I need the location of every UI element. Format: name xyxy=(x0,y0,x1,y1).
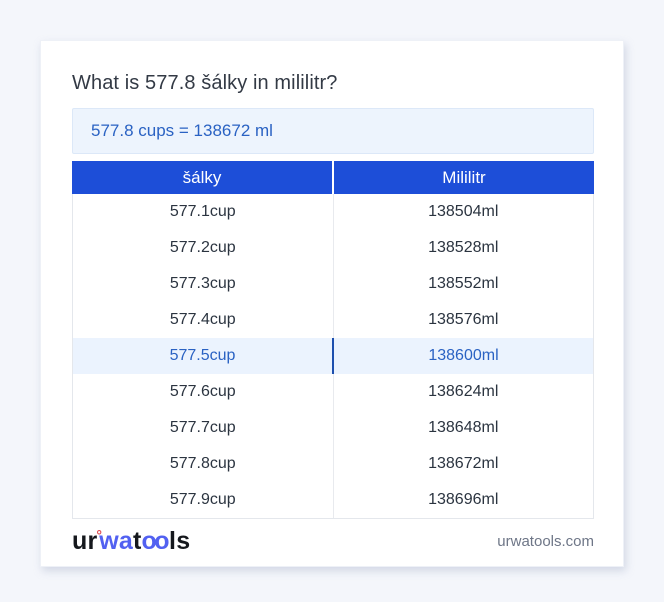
cup-value: 577.2cup xyxy=(73,230,334,266)
cup-value: 577.3cup xyxy=(73,266,334,302)
result-text: 577.8 cups = 138672 ml xyxy=(91,121,273,140)
ml-value: 138696ml xyxy=(428,491,499,508)
table-row: 577.1cup 138504ml xyxy=(73,194,593,230)
logo-part-blue: wa xyxy=(99,526,133,555)
card-footer: ur°watools urwatools.com xyxy=(72,519,594,563)
cup-value: 577.5cup xyxy=(73,338,334,374)
table-row-highlighted: 577.5cup 138600ml xyxy=(73,338,593,374)
column-header-cups: šálky xyxy=(72,161,334,194)
column-header-mililitr: Mililitr xyxy=(442,167,486,187)
logo-part-dark: t xyxy=(132,526,142,555)
page-title: What is 577.8 šálky in mililitr? xyxy=(72,72,338,94)
ml-value: 138576ml xyxy=(428,311,499,328)
logo-part-dark: ls xyxy=(169,526,191,555)
table-body: 577.1cup 138504ml 577.2cup 138528ml 577.3cup… xyxy=(72,194,594,519)
cup-value: 577.9cup xyxy=(73,482,334,518)
ml-value: 138624ml xyxy=(428,383,499,400)
logo-linked-oo-icon: oo xyxy=(141,526,170,555)
table-row: 577.6cup 138624ml xyxy=(73,374,593,410)
ml-value: 138504ml xyxy=(428,203,499,220)
cup-value: 577.8cup xyxy=(73,446,334,482)
ml-value: 138648ml xyxy=(428,419,499,436)
table-row: 577.7cup 138648ml xyxy=(73,410,593,446)
ml-value: 138552ml xyxy=(428,275,499,292)
conversion-card: What is 577.8 šálky in mililitr? 577.8 c… xyxy=(40,40,624,567)
conversion-table: šálky Mililitr 577.1cup 138504ml 577.2cup 1… xyxy=(72,161,594,519)
cup-value: 577.6cup xyxy=(73,374,334,410)
table-row: 577.9cup 138696ml xyxy=(73,482,593,518)
table-row: 577.3cup 138552ml xyxy=(73,266,593,302)
ml-value: 138600ml xyxy=(428,347,499,364)
cup-value: 577.1cup xyxy=(73,194,334,230)
table-row: 577.8cup 138672ml xyxy=(73,446,593,482)
table-row: 577.2cup 138528ml xyxy=(73,230,593,266)
table-row: 577.4cup 138576ml xyxy=(73,302,593,338)
site-domain: urwatools.com xyxy=(497,532,594,550)
logo-part-dark: ur xyxy=(72,526,98,555)
result-box: 577.8 cups = 138672 ml xyxy=(72,108,594,154)
urwatools-logo[interactable]: ur°watools xyxy=(72,526,191,555)
logo-degree-mark-icon: ° xyxy=(96,526,103,543)
table-header-row: šálky Mililitr xyxy=(72,161,594,194)
ml-value: 138528ml xyxy=(428,239,499,256)
cup-value: 577.4cup xyxy=(73,302,334,338)
ml-value: 138672ml xyxy=(428,455,499,472)
cup-value: 577.7cup xyxy=(73,410,334,446)
